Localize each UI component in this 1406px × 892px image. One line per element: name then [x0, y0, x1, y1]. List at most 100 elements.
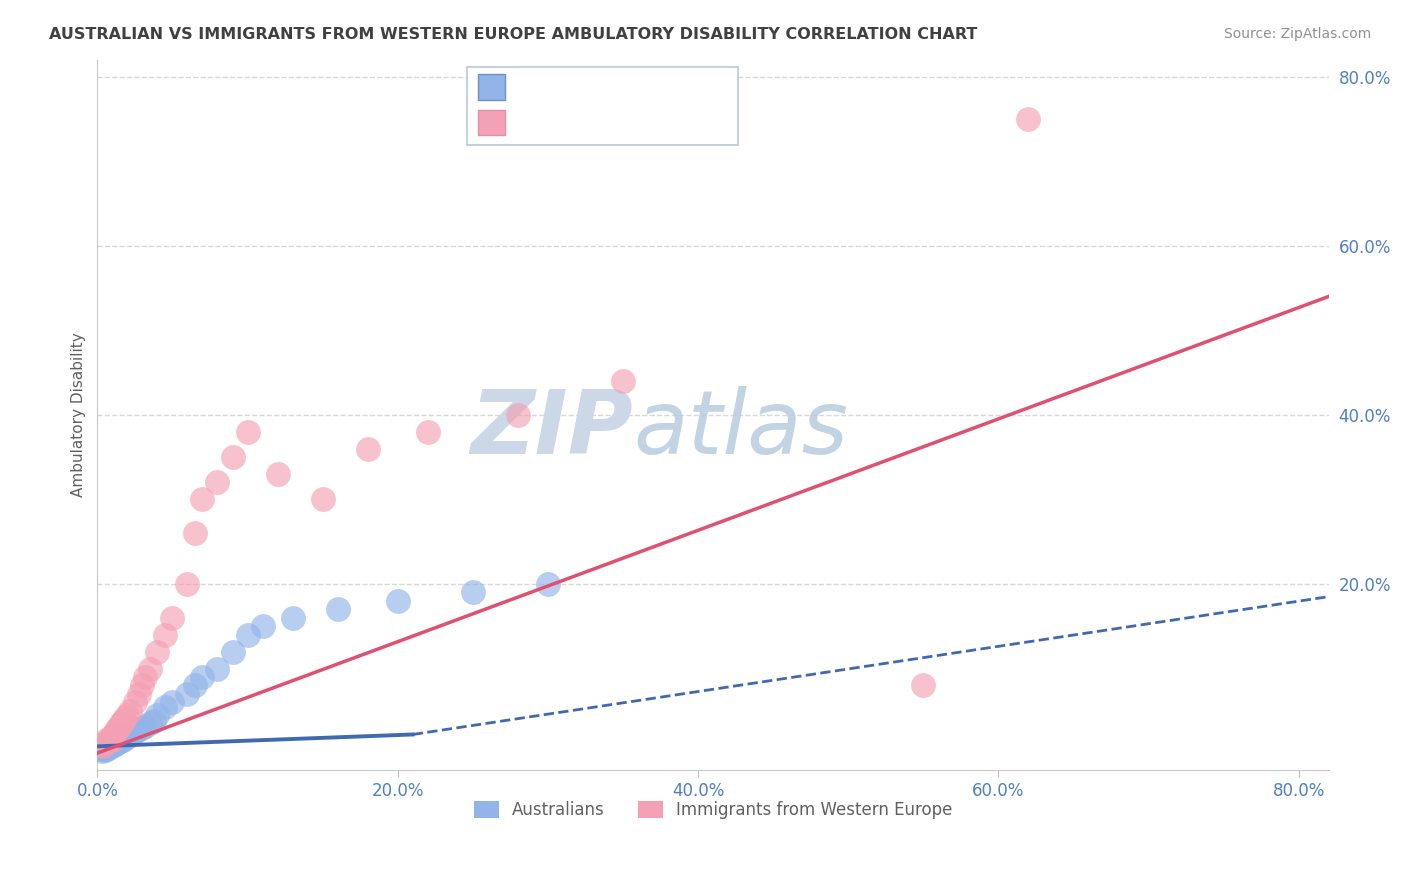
Point: [111, 714, 134, 728]
Point: [101, 733, 124, 747]
Text: atlas: atlas: [633, 386, 848, 472]
Point: [107, 721, 129, 735]
Point: [98, 739, 121, 753]
Point: [101, 729, 124, 743]
Point: [89, 738, 111, 752]
Point: [104, 737, 127, 751]
Text: ZIP: ZIP: [470, 385, 633, 473]
Point: [143, 714, 166, 728]
Point: [108, 734, 131, 748]
Point: [96, 742, 118, 756]
Point: [326, 602, 349, 616]
Point: [112, 731, 135, 745]
Point: [191, 670, 214, 684]
Point: [124, 725, 146, 739]
Point: [97, 734, 120, 748]
Point: [131, 678, 153, 692]
Point: [107, 735, 129, 749]
Point: [221, 450, 243, 464]
Point: [146, 644, 169, 658]
Point: [93, 741, 115, 756]
Point: [153, 699, 176, 714]
Point: [207, 661, 229, 675]
Point: [912, 678, 935, 692]
Point: [124, 695, 146, 709]
Point: [110, 716, 132, 731]
Point: [94, 742, 117, 756]
Point: [101, 734, 124, 748]
Point: [117, 727, 139, 741]
Point: [118, 729, 141, 743]
Point: [98, 732, 121, 747]
Point: [90, 743, 112, 757]
Point: [162, 611, 184, 625]
Point: [162, 695, 184, 709]
Point: [236, 425, 259, 439]
Point: [416, 425, 439, 439]
Legend: Australians, Immigrants from Western Europe: Australians, Immigrants from Western Eur…: [467, 794, 959, 826]
Point: [146, 708, 169, 723]
Text: Source: ZipAtlas.com: Source: ZipAtlas.com: [1223, 27, 1371, 41]
Point: [104, 725, 127, 739]
Point: [184, 678, 207, 692]
Point: [108, 731, 131, 745]
Point: [134, 719, 156, 733]
Point: [100, 739, 122, 754]
Point: [612, 374, 634, 388]
Point: [120, 704, 142, 718]
Point: [131, 721, 153, 735]
Point: [98, 741, 121, 756]
Point: [89, 742, 111, 756]
Point: [128, 723, 150, 737]
Point: [110, 729, 132, 743]
Point: [121, 726, 143, 740]
Point: [191, 492, 214, 507]
Point: [111, 732, 134, 747]
Point: [506, 408, 529, 422]
Point: [96, 733, 118, 747]
Point: [236, 628, 259, 642]
Point: [105, 732, 128, 747]
Point: [115, 730, 138, 744]
Point: [112, 712, 135, 726]
Point: [94, 739, 117, 754]
Point: [103, 739, 125, 753]
Point: [105, 736, 128, 750]
Point: [461, 585, 484, 599]
Point: [311, 492, 333, 507]
Point: [93, 739, 115, 754]
Point: [97, 738, 120, 752]
Point: [1017, 112, 1039, 126]
Point: [537, 577, 560, 591]
Point: [266, 467, 288, 481]
Y-axis label: Ambulatory Disability: Ambulatory Disability: [72, 333, 86, 497]
Point: [139, 716, 162, 731]
Point: [125, 723, 148, 738]
Point: [105, 723, 128, 737]
Point: [97, 740, 120, 755]
Point: [117, 708, 139, 723]
Point: [108, 719, 131, 733]
Point: [100, 736, 122, 750]
Point: [184, 526, 207, 541]
Point: [221, 644, 243, 658]
Point: [104, 733, 127, 747]
Point: [139, 661, 162, 675]
Point: [103, 735, 125, 749]
Point: [112, 727, 135, 741]
Point: [120, 726, 142, 740]
Point: [100, 731, 122, 745]
Point: [128, 687, 150, 701]
Point: [207, 475, 229, 490]
Point: [387, 594, 409, 608]
Point: [134, 670, 156, 684]
Point: [356, 442, 378, 456]
Point: [281, 611, 304, 625]
Point: [101, 738, 124, 752]
Text: AUSTRALIAN VS IMMIGRANTS FROM WESTERN EUROPE AMBULATORY DISABILITY CORRELATION C: AUSTRALIAN VS IMMIGRANTS FROM WESTERN EU…: [49, 27, 977, 42]
Point: [176, 687, 198, 701]
Point: [176, 577, 198, 591]
Point: [103, 727, 125, 741]
Point: [110, 733, 132, 747]
Point: [252, 619, 274, 633]
